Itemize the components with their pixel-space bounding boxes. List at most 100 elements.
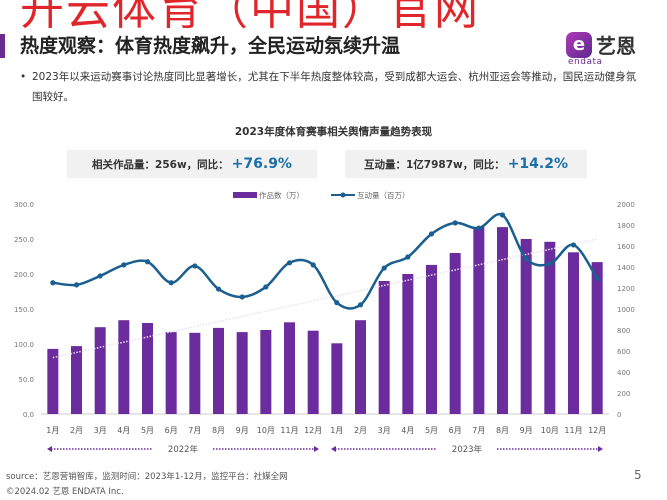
logo-en-text: endata: [568, 57, 603, 67]
y-right-tick: 1600: [617, 243, 635, 251]
line-point: [286, 260, 293, 266]
legend-bar-label: 作品数（万）: [259, 190, 304, 200]
bar: [544, 241, 556, 414]
source-note: source：艺恩营销智库，监测时间：2023年1-12月，监控平台：社媒全网: [6, 472, 288, 482]
legend-bar-swatch: [233, 192, 257, 198]
copyright: ©2024.02 艺恩 ENDATA Inc.: [6, 487, 124, 497]
y-right-tick: 1400: [617, 264, 635, 272]
y-left-tick: 300.0: [14, 201, 34, 209]
arrow-left-icon: [331, 446, 336, 452]
line-point: [239, 294, 245, 300]
bar: [473, 227, 485, 414]
x-tick-label: 2月: [354, 426, 367, 435]
y-left-tick: 0.0: [23, 411, 34, 419]
line-point: [523, 256, 529, 262]
line-point: [168, 280, 174, 286]
logo-e-icon: e: [566, 32, 592, 58]
bar: [165, 332, 177, 414]
kpi-works: 相关作品量：256w，同比： +76.9%: [67, 150, 317, 178]
line-point: [594, 275, 600, 282]
line-point: [310, 262, 316, 268]
line-point: [263, 284, 269, 290]
x-tick-label: 10月: [541, 426, 559, 435]
line-point: [499, 212, 506, 218]
bar: [236, 332, 248, 414]
bar: [213, 327, 224, 414]
page-number: 5: [634, 468, 642, 482]
kpi-label: 相关作品量：256w，同比：: [92, 158, 229, 171]
y-left-tick: 200.0: [14, 271, 34, 279]
kpi-value: +76.9%: [231, 156, 292, 172]
bar: [118, 320, 130, 414]
line-point: [73, 282, 80, 288]
line-point: [97, 273, 103, 279]
arrow-right-icon: [314, 446, 319, 452]
x-tick-label: 1月: [330, 426, 343, 435]
x-tick-label: 9月: [236, 426, 249, 435]
legend-line-marker: [340, 192, 346, 198]
x-tick-label: 12月: [588, 426, 606, 435]
bar: [71, 346, 82, 414]
y-right-tick: 600: [617, 348, 630, 356]
line-point: [452, 220, 458, 226]
logo-cn-text: 艺恩: [596, 34, 636, 58]
kpi-label: 互动量：1亿7987w，同比：: [363, 158, 505, 171]
x-tick-label: 3月: [94, 426, 107, 435]
x-tick-label: 5月: [141, 426, 154, 435]
x-tick-label: 12月: [304, 426, 322, 435]
line-point: [405, 254, 411, 260]
y-right-tick: 1800: [617, 222, 635, 230]
x-tick-label: 3月: [378, 426, 391, 435]
line-point: [381, 265, 387, 271]
bar: [94, 327, 106, 414]
arrow-right-icon: [598, 446, 603, 452]
bar: [142, 323, 153, 414]
line-point: [428, 231, 435, 237]
x-tick-label: 6月: [449, 426, 462, 435]
page-title: 热度观察：体育热度飙升，全民运动氛续升温: [20, 35, 401, 57]
bar: [591, 262, 603, 414]
bar: [568, 252, 579, 414]
year-label: 2022年: [168, 444, 199, 455]
x-tick-label: 6月: [165, 426, 178, 435]
x-tick-label: 5月: [425, 426, 438, 435]
y-left-tick: 50.0: [18, 376, 34, 384]
line-point: [50, 280, 56, 286]
chart-title: 2023年度体育赛事相关舆情声量趋势表现: [234, 126, 433, 138]
x-tick-label: 11月: [280, 426, 298, 435]
x-tick-label: 7月: [472, 426, 485, 435]
line-point: [547, 261, 553, 267]
y-right-tick: 0: [617, 411, 621, 419]
summary-bullet: • 2023年以来运动赛事讨论热度同比显著增长，尤其在下半年热度整体较高，受到成…: [20, 67, 640, 107]
interaction-line: [52, 212, 599, 310]
bar: [284, 322, 295, 414]
y-left-tick: 100.0: [14, 341, 34, 349]
bar: [378, 281, 390, 414]
line-point: [334, 300, 340, 306]
x-tick-label: 8月: [212, 426, 225, 435]
line-point: [357, 302, 364, 308]
year-label: 2023年: [452, 444, 483, 455]
line-point: [192, 263, 198, 269]
arrow-left-icon: [47, 446, 52, 452]
x-tick-label: 9月: [520, 426, 533, 435]
line-point: [144, 259, 151, 265]
y-right-tick: 1200: [617, 285, 635, 293]
x-tick-label: 8月: [496, 426, 509, 435]
x-tick-label: 7月: [188, 426, 201, 435]
y-right-tick: 2000: [617, 201, 635, 209]
line-point: [215, 286, 222, 292]
y-right-tick: 400: [617, 369, 630, 377]
line-point: [121, 262, 127, 268]
trendline: [52, 238, 598, 359]
kpi-value: +14.2%: [507, 156, 569, 172]
x-tick-label: 10月: [257, 426, 275, 435]
y-right-tick: 200: [617, 390, 630, 398]
line-point: [570, 242, 577, 248]
y-left-tick: 250.0: [14, 236, 34, 244]
endata-logo: e 艺恩 endata: [566, 30, 658, 67]
x-tick-label: 1月: [46, 426, 59, 435]
x-tick-label: 2月: [70, 426, 83, 435]
kpi-interactions: 互动量：1亿7987w，同比： +14.2%: [345, 150, 587, 178]
